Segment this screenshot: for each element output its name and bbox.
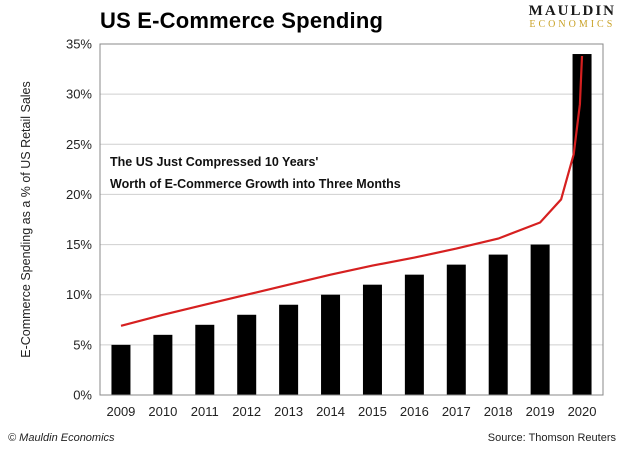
copyright-note: © Mauldin Economics: [8, 432, 115, 444]
bar-2020: [572, 54, 592, 396]
plot-border: [99, 43, 604, 396]
x-tick-label: 2018: [484, 404, 513, 419]
y-tick-label: 10%: [66, 287, 92, 302]
bar-2009: [111, 344, 131, 395]
y-tick-label: 5%: [73, 337, 92, 352]
bar-2017: [446, 264, 466, 395]
logo-bottom-text: ECONOMICS: [529, 19, 616, 30]
brand-logo: MAULDIN ECONOMICS: [529, 4, 616, 30]
gridlines: [100, 93, 603, 346]
bar-2012: [237, 314, 257, 395]
bar-2014: [321, 294, 341, 395]
annotation-line-1: The US Just Compressed 10 Years': [110, 155, 318, 169]
trend-line: [120, 55, 584, 327]
y-tick-label: 0%: [73, 388, 92, 403]
bars: [111, 54, 592, 396]
bar-2015: [362, 284, 382, 395]
annotation-line-2: Worth of E-Commerce Growth into Three Mo…: [110, 177, 401, 191]
x-tick-label: 2020: [568, 404, 597, 419]
bar-2018: [488, 254, 508, 395]
y-axis-label: E-Commerce Spending as a % of US Retail …: [19, 81, 33, 358]
x-axis-ticks: 2009 2010 2011 2012 2013 2014 2015 2016 2017 2018…: [106, 404, 596, 419]
x-tick-label: 2011: [191, 404, 219, 419]
bar-2011: [195, 324, 215, 395]
y-tick-label: 35%: [66, 37, 92, 52]
x-tick-label: 2013: [274, 404, 303, 419]
y-axis-ticks: 0% 5% 10% 15% 20% 25% 30% 35%: [66, 37, 92, 403]
x-tick-label: 2009: [106, 404, 135, 419]
bar-2016: [404, 274, 424, 395]
x-tick-label: 2017: [442, 404, 471, 419]
x-tick-label: 2019: [526, 404, 555, 419]
chart-title: US E-Commerce Spending: [100, 8, 384, 33]
bar-2019: [530, 244, 550, 395]
logo-top-text: MAULDIN: [528, 3, 616, 19]
source-note: Source: Thomson Reuters: [487, 432, 616, 444]
x-tick-label: 2016: [400, 404, 429, 419]
bar-2013: [279, 304, 299, 395]
x-tick-label: 2012: [232, 404, 261, 419]
x-tick-label: 2015: [358, 404, 387, 419]
y-tick-label: 15%: [66, 237, 92, 252]
y-tick-label: 25%: [66, 137, 92, 152]
x-tick-label: 2014: [316, 404, 345, 419]
y-tick-label: 30%: [66, 87, 92, 102]
x-tick-label: 2010: [148, 404, 177, 419]
y-tick-label: 20%: [66, 187, 92, 202]
bar-2010: [153, 334, 173, 395]
